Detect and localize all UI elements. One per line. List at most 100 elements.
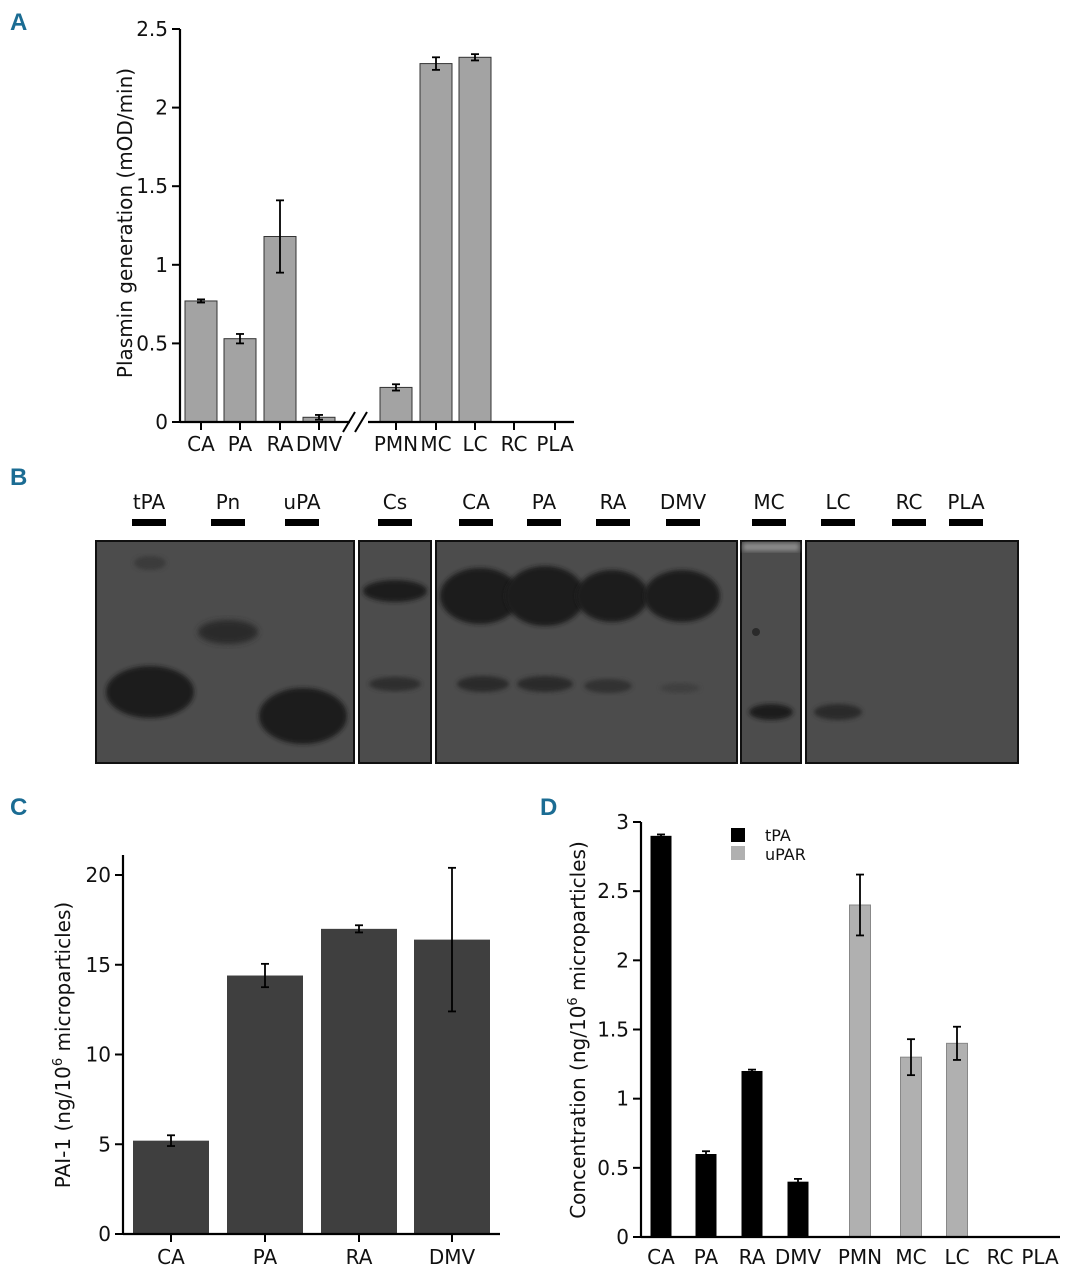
errorbar-a-dmv — [315, 414, 323, 421]
errorbar-c-pa — [261, 962, 269, 989]
bar-d-tpa-ra — [741, 1071, 763, 1237]
bar-c-ca — [133, 1140, 209, 1234]
gel-lane-labels: tPA Pn uPA Cs CA PA RA DMV MC LC RC PLA — [132, 490, 985, 526]
panel-d-xtick-pa: PA — [694, 1245, 719, 1269]
gel-block-standards — [95, 540, 355, 764]
panel-d-legend: tPA uPAR — [731, 826, 806, 864]
panel-b-letter: B — [10, 464, 27, 491]
panel-a-ytick-label: 0.5 — [136, 331, 168, 355]
gel-lane-label-ra: RA — [600, 490, 627, 514]
panel-d-xtick-lc: LC — [944, 1245, 969, 1269]
panel-d-xtick-ca: CA — [647, 1245, 675, 1269]
bar-d-tpa-dmv — [787, 1181, 809, 1237]
panel-c-ytick-label: 5 — [98, 1132, 111, 1156]
gel-block-microparticles — [435, 540, 738, 764]
panel-d-x-ticks: CA PA RA DMV PMN MC LC RC PLA — [647, 1245, 1059, 1269]
panel-a-xtick-ra: RA — [267, 432, 294, 456]
gel-lane-label-pa: PA — [532, 490, 557, 514]
panel-a-xtick-mc: MC — [420, 432, 451, 456]
bar-a-lc — [458, 56, 492, 423]
bar-a-mc — [419, 63, 453, 423]
panel-b-zymogram: tPA Pn uPA Cs CA PA RA DMV MC LC RC PLA — [95, 490, 1019, 764]
panel-d-ytick-label: 1 — [616, 1087, 629, 1111]
gel-lane-marker — [285, 519, 319, 526]
gel-block-cs — [358, 540, 432, 764]
gel-lane-marker — [378, 519, 412, 526]
bar-c-pa — [227, 975, 303, 1234]
axis-break-mark — [342, 411, 368, 433]
errorbar-a-pa — [236, 333, 244, 345]
errorbar-d-tpa-ra — [748, 1068, 756, 1074]
gel-lane-label-ca: CA — [462, 490, 490, 514]
panel-d-chart: 0 0.5 1 1.5 2 2.5 3 CA PA RA DMV PMN MC LC RC PLA Conc… — [566, 810, 1060, 1269]
bar-a-pa — [223, 338, 257, 423]
panel-a-bars — [184, 53, 492, 423]
panel-c-xtick-pa: PA — [253, 1245, 278, 1269]
errorbar-d-upar-mc — [907, 1038, 915, 1077]
panel-d-ytick-label: 1.5 — [597, 1018, 629, 1042]
panel-c-bars — [133, 866, 490, 1234]
errorbar-a-lc — [471, 53, 479, 62]
panel-d-ytick-label: 2 — [616, 948, 629, 972]
panel-a-axes — [178, 29, 574, 433]
panel-c-x-ticks: CA PA RA DMV — [157, 1234, 475, 1269]
panel-d-xtick-pmn: PMN — [838, 1245, 882, 1269]
panel-c-letter: C — [10, 794, 27, 821]
bar-d-upar-pmn — [849, 904, 871, 1238]
panel-c-ytick-label: 0 — [98, 1222, 111, 1246]
panel-d-xtick-rc: RC — [987, 1245, 1014, 1269]
bar-d-upar-lc — [946, 1042, 968, 1238]
panel-a-xtick-rc: RC — [501, 432, 528, 456]
gel-lane-marker — [527, 519, 561, 526]
panel-a-xtick-pa: PA — [228, 432, 253, 456]
gel-lane-label-lc: LC — [825, 490, 850, 514]
gel-lane-marker — [821, 519, 855, 526]
gel-lane-label-pla: PLA — [947, 490, 985, 514]
panel-c-xtick-ra: RA — [346, 1245, 373, 1269]
gel-lane-marker — [666, 519, 700, 526]
bar-d-tpa-ca — [650, 835, 672, 1237]
panel-d-xtick-mc: MC — [895, 1245, 926, 1269]
errorbar-d-upar-pmn — [856, 873, 864, 937]
errorbar-c-ra — [355, 924, 363, 934]
panel-a-chart: 0 0.5 1 1.5 2 2.5 CA PA RA DMV PMN MC LC RC PLA Plasm… — [113, 17, 574, 456]
gel-lane-marker — [752, 519, 786, 526]
panel-d-ytick-label: 0.5 — [597, 1156, 629, 1180]
panel-a-ytick-label: 2.5 — [136, 17, 168, 41]
errorbar-a-pmn — [392, 383, 400, 392]
panel-a-ytick-label: 1 — [155, 253, 168, 277]
panel-c-chart: 0 5 10 15 20 CA PA RA DMV PAI-1 (ng/106 micropa… — [51, 855, 500, 1269]
errorbar-a-mc — [432, 56, 440, 71]
legend-label-tpa: tPA — [765, 826, 791, 845]
bar-a-ca — [184, 300, 218, 423]
legend-swatch-upar — [731, 846, 745, 860]
panel-d-y-ticks: 0 0.5 1 1.5 2 2.5 3 — [597, 810, 641, 1249]
bar-d-upar-mc — [900, 1056, 922, 1238]
bar-c-ra — [321, 928, 397, 1234]
errorbar-d-tpa-ca — [657, 833, 665, 839]
panel-c-ytick-label: 10 — [86, 1043, 111, 1067]
legend-label-upar: uPAR — [765, 845, 806, 864]
errorbar-a-ca — [197, 298, 205, 304]
panel-a-x-ticks: CA PA RA DMV PMN MC LC RC PLA — [187, 422, 574, 456]
legend-swatch-tpa — [731, 828, 745, 842]
panel-c-xtick-dmv: DMV — [429, 1245, 476, 1269]
gel-lane-marker — [459, 519, 493, 526]
panel-a-ytick-label: 1.5 — [136, 174, 168, 198]
panel-d-bars — [650, 833, 968, 1238]
panel-c-y-ticks: 0 5 10 15 20 — [86, 863, 123, 1246]
bar-a-pmn — [379, 386, 413, 423]
panel-d-letter: D — [540, 794, 557, 821]
panel-a-xtick-pla: PLA — [536, 432, 574, 456]
gel-lane-label-cs: Cs — [383, 490, 407, 514]
panel-d-y-axis-label: Concentration (ng/106 microparticles) — [566, 841, 590, 1219]
panel-c-y-axis-label: PAI-1 (ng/106 microparticles) — [51, 902, 75, 1188]
panel-d-xtick-ra: RA — [739, 1245, 766, 1269]
panel-c-xtick-ca: CA — [157, 1245, 185, 1269]
errorbar-d-tpa-dmv — [794, 1178, 802, 1186]
gel-lane-label-pn: Pn — [216, 490, 240, 514]
panel-d-ytick-label: 0 — [616, 1225, 629, 1249]
errorbar-c-dmv — [448, 866, 456, 1013]
panel-a-letter: A — [10, 9, 27, 36]
